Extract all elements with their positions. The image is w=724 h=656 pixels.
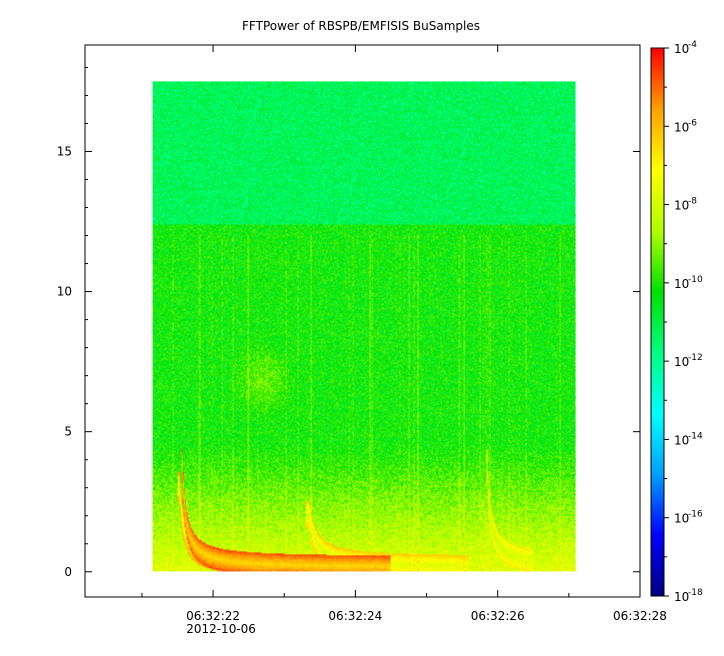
colorbar-tick-base: 10: [674, 512, 689, 526]
x-axis: 06:32:22 06:32:24 06:32:26 06:32:28: [141, 45, 667, 623]
colorbar-tick-exponent: -18: [688, 588, 703, 598]
colorbar-tick-base: 10: [674, 120, 689, 134]
y-tick-label: 0: [64, 565, 72, 579]
plot-area: [84, 44, 641, 598]
colorbar-tick-exponent: -10: [688, 275, 703, 285]
x-tick-label: 06:32:24: [328, 609, 382, 623]
x-tick-label: 06:32:28: [613, 609, 667, 623]
colorbar-tick-base: 10: [674, 277, 689, 291]
x-tick-label: 06:32:22: [186, 609, 240, 623]
y-tick-label: 5: [64, 425, 72, 439]
colorbar-tick-exponent: -8: [688, 197, 697, 207]
y-axis: 0 5 10 15: [57, 66, 640, 579]
chart-title: FFTPower of RBSPB/EMFISIS BuSamples: [242, 19, 480, 33]
spectrogram-heatmap: [152, 81, 576, 572]
colorbar-tick-base: 10: [674, 433, 689, 447]
colorbar-tick-base: 10: [674, 355, 689, 369]
colorbar-tick-exponent: -12: [688, 353, 703, 363]
colorbar-gradient: [650, 47, 665, 597]
colorbar-tick-exponent: -16: [688, 510, 703, 520]
colorbar-tick-exponent: -14: [688, 431, 703, 441]
y-tick-label: 10: [57, 285, 72, 299]
colorbar-tick-exponent: -4: [688, 40, 697, 50]
colorbar-tick-base: 10: [674, 590, 689, 604]
x-tick-label: 06:32:26: [471, 609, 525, 623]
y-tick-label: 15: [57, 144, 72, 158]
x-date-label: 2012-10-06: [186, 622, 256, 636]
colorbar-tick-base: 10: [674, 42, 689, 56]
colorbar-tick-exponent: -6: [688, 118, 697, 128]
colorbar-tick-base: 10: [674, 199, 689, 213]
